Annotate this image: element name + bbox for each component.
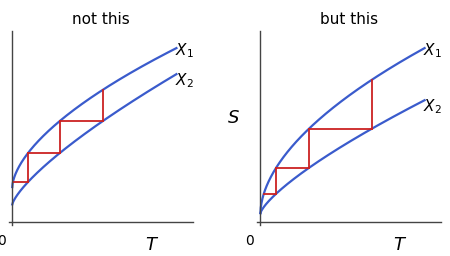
Title: but this: but this bbox=[320, 12, 378, 27]
Text: $T$: $T$ bbox=[145, 236, 159, 254]
Text: 0: 0 bbox=[0, 234, 6, 248]
Text: $T$: $T$ bbox=[393, 236, 408, 254]
Title: not this: not this bbox=[72, 12, 130, 27]
Text: $X_1$: $X_1$ bbox=[423, 41, 442, 60]
Text: $S$: $S$ bbox=[227, 109, 240, 127]
Text: $X_2$: $X_2$ bbox=[175, 71, 194, 90]
Text: 0: 0 bbox=[245, 234, 254, 248]
Text: $X_1$: $X_1$ bbox=[175, 41, 194, 60]
Text: $X_2$: $X_2$ bbox=[423, 97, 442, 115]
